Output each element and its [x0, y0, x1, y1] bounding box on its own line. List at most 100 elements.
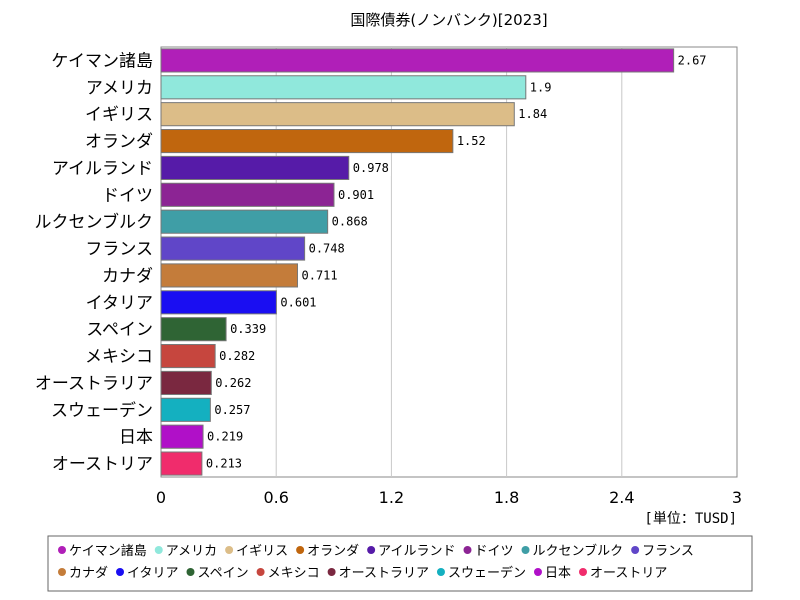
data-label: 0.213	[206, 457, 242, 471]
data-label: 0.257	[214, 403, 250, 417]
data-label: 1.84	[518, 107, 547, 121]
data-label: 0.262	[215, 376, 251, 390]
data-label-bg	[228, 321, 269, 338]
x-axis-ticks: 0 0.6 1.2 1.8 2.4 3	[156, 488, 742, 507]
legend-item: スペイン	[186, 566, 249, 581]
legend-marker	[225, 546, 234, 554]
legend-item: メキシコ	[256, 566, 320, 581]
legend-marker	[58, 568, 66, 576]
x-tick-label: 1.2	[379, 488, 404, 507]
legend-item: スウェーデン	[436, 565, 526, 581]
category-label: アメリカ	[86, 78, 153, 98]
category-label: ドイツ	[102, 186, 153, 206]
legend-label: ルクセンブルク	[533, 543, 624, 559]
legend-marker	[58, 546, 66, 554]
legend-label: メキシコ	[268, 566, 320, 581]
legend-label: ケイマン諸島	[69, 543, 147, 559]
data-label: 0.601	[280, 295, 316, 309]
category-label: オーストリア	[52, 455, 153, 475]
data-label-bg	[299, 267, 340, 284]
bar	[160, 75, 527, 100]
data-label: 0.339	[230, 322, 266, 336]
data-label-bg	[350, 159, 391, 176]
data-label: 0.748	[309, 242, 345, 256]
category-label: イギリス	[85, 105, 153, 125]
data-label-bg	[203, 455, 245, 472]
legend-item: アイルランド	[367, 544, 456, 559]
legend-marker	[186, 568, 195, 576]
legend-label: アメリカ	[166, 544, 217, 559]
data-label-bg	[516, 106, 550, 123]
bar	[160, 370, 212, 395]
bar	[160, 263, 299, 288]
legend-box	[47, 535, 753, 592]
bar	[160, 48, 675, 73]
data-label-bg	[205, 428, 246, 445]
legend-marker	[579, 568, 587, 576]
legend-label: オーストラリア	[339, 566, 429, 581]
bar	[160, 182, 335, 207]
data-label-bg	[454, 133, 488, 150]
legend-item: 日本	[533, 566, 571, 581]
category-label: ルクセンブルク	[35, 212, 154, 233]
category-label: スペイン	[86, 320, 153, 340]
bar	[160, 209, 329, 234]
data-label-bg	[335, 186, 377, 203]
legend-label: 日本	[545, 566, 571, 581]
bar	[160, 290, 277, 315]
data-label-bg	[217, 348, 258, 365]
data-label: 0.282	[219, 349, 255, 363]
data-label: 0.219	[207, 430, 243, 444]
bar	[160, 397, 211, 422]
data-label-bg	[212, 401, 253, 418]
legend-label: スウェーデン	[448, 565, 526, 581]
x-tick-label: 2.4	[609, 488, 634, 507]
unit-label: [単位：TUSD]	[644, 511, 737, 527]
bar	[160, 317, 227, 342]
bar	[160, 424, 204, 449]
legend-label: オーストリア	[590, 566, 667, 581]
x-tick-label: 0	[156, 488, 166, 507]
bar	[160, 129, 454, 154]
category-label: フランス	[85, 240, 153, 260]
category-labels: ケイマン諸島アメリカイギリスオランダアイルランドドイツルクセンブルクフランスカナ…	[35, 51, 154, 474]
legend-marker	[327, 568, 336, 576]
category-label: アイルランド	[52, 159, 153, 179]
bar	[160, 155, 350, 180]
legend-label: イタリア	[127, 566, 178, 581]
legend-item: ケイマン諸島	[58, 543, 147, 559]
data-label: 0.868	[332, 215, 368, 229]
legend-marker	[436, 568, 445, 576]
category-label: メキシコ	[85, 347, 153, 367]
legend-label: フランス	[642, 544, 694, 559]
data-label: 2.67	[678, 53, 707, 67]
legend-marker	[533, 568, 542, 576]
data-label: 1.9	[530, 80, 552, 94]
legend-marker	[296, 546, 305, 554]
x-tick-label: 3	[732, 488, 742, 507]
data-label-bg	[675, 52, 709, 69]
legend-marker	[463, 546, 472, 554]
legend-marker	[521, 546, 530, 554]
bar	[160, 451, 203, 476]
data-label: 0.711	[302, 268, 338, 282]
data-label: 1.52	[457, 134, 486, 148]
legend-item: アメリカ	[154, 544, 217, 559]
bar	[160, 344, 216, 369]
data-label-bg	[329, 213, 370, 230]
legend-label: カナダ	[69, 566, 108, 581]
legend-marker	[154, 546, 163, 554]
legend-label: オランダ	[307, 544, 359, 559]
category-label: オランダ	[85, 132, 153, 152]
legend-marker	[367, 546, 376, 554]
data-label-bg	[527, 79, 554, 96]
category-label: イタリア	[86, 293, 153, 313]
legend-item: イタリア	[116, 566, 179, 581]
legend-item: オーストラリア	[327, 566, 429, 581]
legend-item: カナダ	[58, 566, 108, 581]
legend-marker	[116, 568, 125, 576]
legend-marker	[631, 546, 640, 554]
legend-label: アイルランド	[378, 544, 455, 559]
bar	[160, 102, 515, 127]
